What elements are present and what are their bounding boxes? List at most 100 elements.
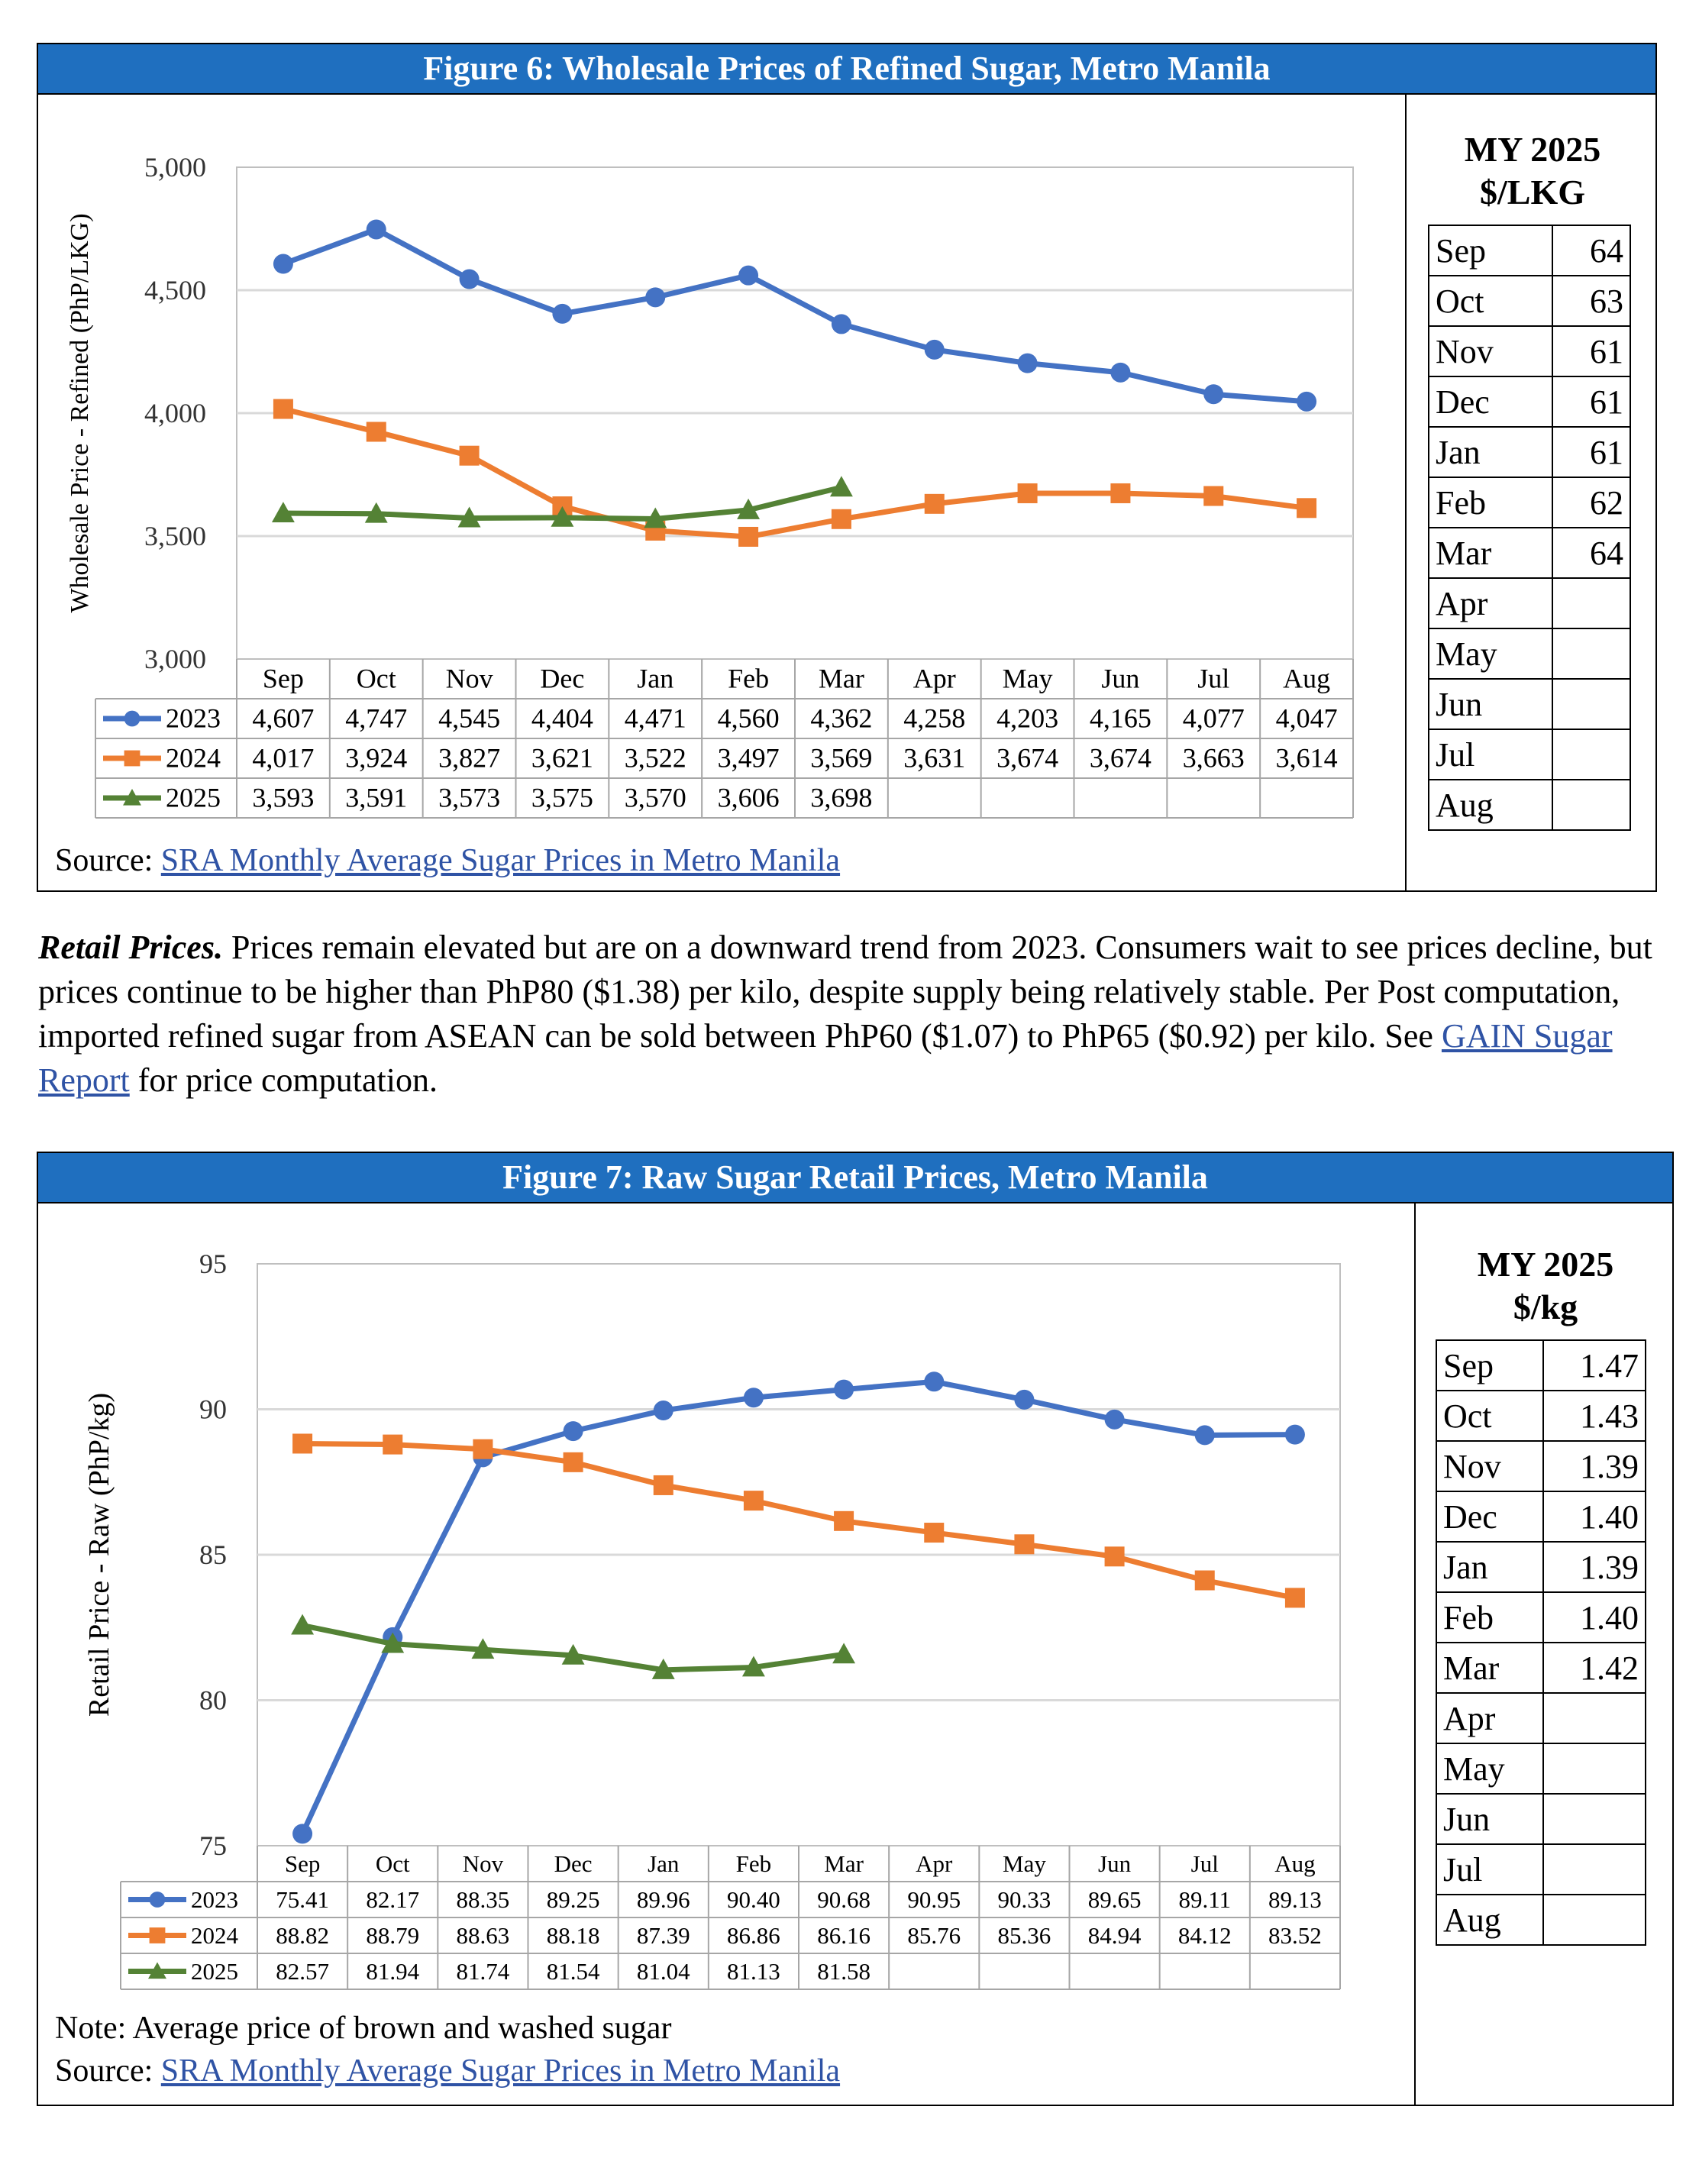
- data-point: [473, 1439, 493, 1459]
- gain-report-link[interactable]: GAIN Sugar Report: [38, 1017, 1613, 1099]
- data-label: 3,674: [996, 742, 1058, 773]
- side-table-month: Aug: [1427, 779, 1554, 831]
- data-point: [1017, 353, 1038, 373]
- data-label: 81.54: [547, 1958, 600, 1985]
- figure-6-title: Figure 6: Wholesale Prices of Refined Su…: [38, 44, 1655, 95]
- legend-label: 2025: [166, 782, 221, 813]
- data-label: 75.41: [276, 1886, 329, 1913]
- y-tick-label: 3,500: [144, 521, 206, 551]
- data-point: [834, 1510, 854, 1531]
- data-point: [271, 502, 295, 523]
- data-label: 90.95: [907, 1886, 961, 1913]
- data-label: 3,569: [810, 742, 872, 773]
- side-table-value: [1552, 729, 1631, 780]
- side-table-value: 1.40: [1542, 1591, 1647, 1643]
- side-table-month: Apr: [1427, 577, 1554, 629]
- series-line-2023: [299, 1378, 1295, 1835]
- data-point: [383, 1434, 403, 1455]
- data-point: [1297, 498, 1317, 519]
- data-label: 89.25: [547, 1886, 600, 1913]
- data-label: 88.35: [457, 1886, 510, 1913]
- source-label: Source:: [55, 2053, 153, 2089]
- side-table-month: May: [1427, 628, 1554, 680]
- data-label: 4,747: [345, 703, 407, 733]
- x-tick-label: Jun: [1101, 663, 1139, 693]
- side-table-row: Sep 64: [1427, 225, 1631, 276]
- data-label: 4,203: [996, 703, 1058, 733]
- side-table-row: Oct 1.43: [1436, 1390, 1647, 1442]
- side-table-value: 64: [1552, 225, 1631, 276]
- data-label: 89.65: [1088, 1886, 1142, 1913]
- data-point: [459, 269, 480, 289]
- data-point: [1017, 483, 1038, 503]
- legend-label: 2024: [191, 1922, 239, 1949]
- data-point: [1203, 384, 1224, 405]
- data-label: 4,017: [252, 742, 314, 773]
- data-point: [831, 314, 851, 334]
- x-tick-label: Jul: [1191, 1850, 1219, 1877]
- side-table-month: Mar: [1436, 1642, 1544, 1694]
- data-label: 3,573: [438, 782, 500, 813]
- side-table-row: Aug: [1436, 1894, 1647, 1946]
- data-point: [737, 498, 761, 519]
- y-tick-label: 85: [199, 1539, 227, 1570]
- data-label: 4,165: [1090, 703, 1152, 733]
- data-point: [124, 750, 141, 767]
- data-label: 81.74: [457, 1958, 510, 1985]
- source-link[interactable]: SRA Monthly Average Sugar Prices in Metr…: [160, 2053, 841, 2089]
- data-label: 4,404: [531, 703, 593, 733]
- data-label: 4,471: [625, 703, 686, 733]
- data-point: [292, 1433, 313, 1454]
- x-tick-label: Sep: [285, 1850, 321, 1877]
- data-point: [1284, 1588, 1305, 1608]
- data-label: 4,560: [718, 703, 780, 733]
- data-label: 3,497: [718, 742, 780, 773]
- side-table-value: 61: [1552, 325, 1631, 377]
- data-label: 4,362: [810, 703, 872, 733]
- y-tick-label: 4,500: [144, 275, 206, 305]
- data-label: 86.16: [817, 1922, 870, 1949]
- side-table-row: Jun: [1427, 678, 1631, 730]
- x-tick-label: Oct: [376, 1850, 410, 1877]
- data-point: [1297, 391, 1317, 412]
- side-table-month: Mar: [1427, 527, 1554, 579]
- data-point: [653, 1475, 673, 1495]
- data-point: [832, 1643, 856, 1664]
- side-table-month: Oct: [1427, 275, 1554, 327]
- side-table-row: Apr: [1436, 1692, 1647, 1744]
- data-label: 81.58: [817, 1958, 870, 1985]
- data-label: 3,606: [718, 782, 780, 813]
- data-label: 90.40: [727, 1886, 780, 1913]
- data-label: 90.33: [998, 1886, 1051, 1913]
- side-table-month: Jun: [1427, 678, 1554, 730]
- paragraph-text: Prices remain elevated but are on a down…: [38, 929, 1652, 1055]
- figure-7-note: Note: Average price of brown and washed …: [55, 2011, 672, 2046]
- data-point: [645, 287, 666, 308]
- side-table-row: Jul: [1436, 1843, 1647, 1895]
- side-table-month: May: [1436, 1743, 1544, 1795]
- data-label: 85.36: [998, 1922, 1051, 1949]
- y-tick-label: 5,000: [144, 152, 206, 183]
- paragraph-lead: Retail Prices.: [38, 929, 223, 966]
- x-tick-label: Jun: [1098, 1850, 1132, 1877]
- figure-6-side: MY 2025 $/LKG: [1407, 128, 1659, 214]
- data-point: [831, 509, 851, 529]
- data-label: 88.18: [547, 1922, 600, 1949]
- side-table-row: Jul: [1427, 729, 1631, 780]
- source-label: Source:: [55, 843, 153, 878]
- data-point: [924, 1523, 945, 1543]
- figure-7-side-table: Sep 1.47 Oct 1.43 Nov 1.39 Dec 1.40 Jan 1.39 Feb 1.…: [1436, 1339, 1647, 1946]
- side-table-month: Jul: [1436, 1843, 1544, 1895]
- data-label: 3,522: [625, 742, 686, 773]
- side-table-row: May: [1427, 628, 1631, 680]
- figure-7-source: Source: SRA Monthly Average Sugar Prices…: [55, 2053, 840, 2089]
- data-point: [459, 445, 480, 466]
- data-point: [741, 1656, 765, 1677]
- data-label: 81.04: [637, 1958, 690, 1985]
- data-point: [563, 1452, 583, 1472]
- data-label: 88.82: [276, 1922, 329, 1949]
- side-table-month: Sep: [1427, 225, 1554, 276]
- data-point: [124, 710, 141, 727]
- figure-6-panel: Figure 6: Wholesale Prices of Refined Su…: [37, 43, 1657, 892]
- source-link[interactable]: SRA Monthly Average Sugar Prices in Metr…: [160, 843, 841, 878]
